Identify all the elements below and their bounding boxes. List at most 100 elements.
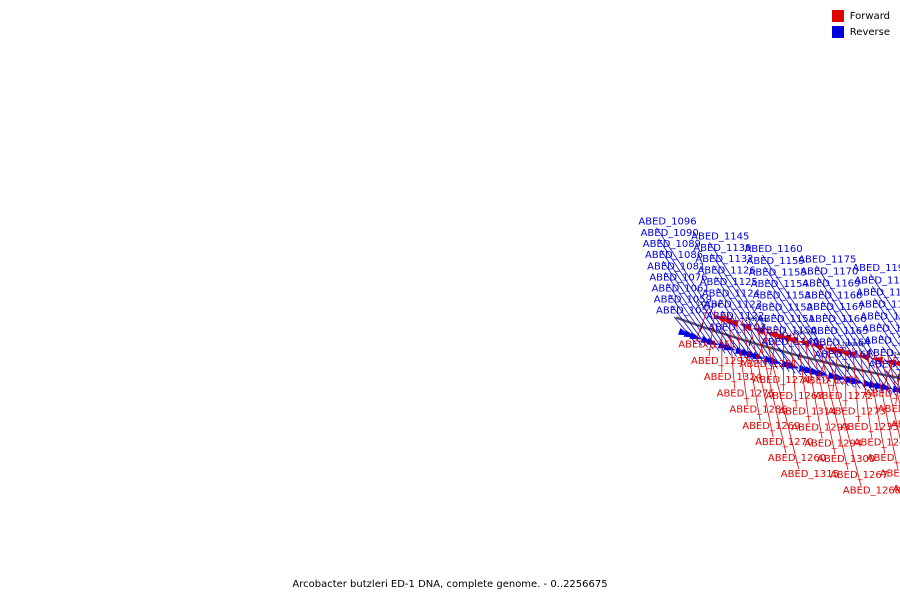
- forward-gene-leader: [819, 343, 833, 376]
- forward-gene-label: ABED_1314: [778, 407, 836, 418]
- forward-gene-leader: [852, 348, 860, 423]
- reverse-gene-label: ABED_1081: [647, 261, 705, 272]
- forward-feature: [798, 340, 811, 348]
- reverse-gene-label: ABED_1123: [704, 300, 762, 311]
- reverse-gene-label: ABED_1177: [868, 360, 900, 371]
- forward-gene-label: ABED_1272: [815, 391, 873, 402]
- reverse-gene-leader: [713, 265, 784, 371]
- reverse-gene-leader: [725, 333, 749, 361]
- forward-gene-leader: [887, 355, 900, 407]
- forward-gene-label: ABED_1281: [740, 359, 798, 370]
- reverse-gene-label: ABED_1057: [656, 306, 714, 317]
- reverse-gene-label: ABED_1150: [759, 325, 817, 336]
- reverse-gene-leader: [710, 253, 790, 373]
- reverse-gene-leader: [877, 322, 900, 356]
- forward-gene-leader: [880, 353, 900, 440]
- forward-gene-leader: [832, 344, 840, 391]
- reverse-gene-label: ABED_1125: [700, 277, 758, 288]
- genome-caption: Arcobacter butzleri ED-1 DNA, complete g…: [292, 579, 608, 590]
- reverse-gene-label: ABED_1189: [856, 287, 900, 298]
- forward-gene-label: ABED_1267: [830, 470, 888, 481]
- reverse-gene-leader: [719, 299, 767, 366]
- reverse-gene-leader: [828, 336, 867, 391]
- reverse-gene-label: ABED_1166: [808, 314, 866, 325]
- reverse-gene-label: ABED_1164: [812, 338, 870, 349]
- forward-gene-label: ABED_1241: [854, 438, 900, 449]
- reverse-gene-leader: [778, 347, 802, 376]
- reverse-gene-leader: [879, 334, 900, 364]
- reverse-gene-label: ABED_1155: [749, 267, 807, 278]
- reverse-gene-leader: [662, 260, 726, 354]
- forward-gene-label: ABED_1226: [880, 469, 900, 480]
- forward-gene-leader: [748, 320, 774, 437]
- reverse-gene-leader: [762, 254, 849, 387]
- reverse-gene-label: ABED_1183: [862, 324, 900, 335]
- reverse-gene-leader: [768, 289, 831, 383]
- forward-gene-label: ABED_1315: [781, 469, 839, 480]
- reverse-gene-label: ABED_1132: [695, 254, 753, 265]
- reverse-gene-label: ABED_1076: [649, 272, 707, 283]
- forward-gene-leader: [770, 328, 777, 375]
- forward-gene-label: ABED_1213: [891, 419, 900, 430]
- scale-tick: [748, 338, 752, 347]
- reverse-gene-leader: [881, 346, 900, 373]
- forward-gene-leader: [895, 368, 900, 405]
- reverse-gene-leader: [885, 370, 900, 389]
- forward-gene-label: ABED_1224: [878, 404, 900, 415]
- forward-feature: [713, 315, 727, 323]
- forward-gene-leader: [757, 326, 771, 360]
- reverse-swatch-icon: [831, 26, 844, 38]
- reverse-gene-leader: [708, 242, 796, 374]
- forward-feature: [870, 357, 884, 364]
- reverse-gene-label: ABED_1149: [761, 337, 819, 348]
- forward-gene-leader: [803, 336, 823, 439]
- reverse-gene-label: ABED_1160: [744, 244, 802, 255]
- forward-gene-label: ABED_1188: [865, 389, 900, 400]
- forward-gene-label: ABED_1351: [678, 340, 736, 351]
- scale-label: 1340 kbp: [891, 352, 900, 358]
- reverse-gene-leader: [660, 249, 732, 356]
- reverse-gene-leader: [715, 276, 778, 369]
- reverse-gene-leader: [658, 238, 737, 358]
- forward-gene-label: ABED_1300: [817, 454, 875, 465]
- reverse-gene-leader: [764, 266, 843, 385]
- reverse-gene-label: ABED_1179: [864, 336, 900, 347]
- forward-gene-label: ABED_1273: [828, 407, 886, 418]
- forward-gene-label: ABED_1324: [704, 372, 762, 383]
- reverse-gene-leader: [871, 286, 900, 329]
- forward-gene-label: ABED_1260: [768, 453, 826, 464]
- reverse-gene-label: ABED_1154: [751, 279, 809, 290]
- reverse-gene-label: ABED_1167: [806, 302, 864, 313]
- forward-gene-label: ABED_1271: [802, 375, 860, 386]
- reverse-gene-leader: [656, 227, 743, 359]
- reverse-gene-label: ABED_1168: [804, 290, 862, 301]
- reverse-gene-label: ABED_1170: [800, 267, 858, 278]
- forward-gene-label: ABED_1227: [893, 484, 900, 495]
- forward-swatch-icon: [831, 10, 844, 22]
- reverse-gene-label: ABED_1159: [747, 256, 805, 267]
- forward-gene-leader: [859, 349, 873, 438]
- reverse-gene-label: ABED_1169: [802, 279, 860, 290]
- forward-gene-leader: [695, 307, 709, 340]
- forward-gene-leader: [728, 314, 736, 389]
- forward-gene-leader: [755, 322, 787, 454]
- reverse-gene-label: ABED_1096: [638, 217, 696, 228]
- legend-forward-label: Forward: [849, 10, 890, 22]
- reverse-gene-leader: [772, 313, 820, 380]
- reverse-gene-leader: [667, 283, 714, 350]
- scale-label: 1420 kbp: [697, 302, 721, 308]
- reverse-gene-leader: [774, 324, 814, 379]
- reverse-gene-label: ABED_1124: [702, 288, 760, 299]
- reverse-gene-label: ABED_1059: [654, 295, 712, 306]
- forward-gene-label: ABED_1235: [841, 422, 899, 433]
- forward-gene-leader: [873, 352, 899, 469]
- reverse-gene-leader: [721, 310, 761, 364]
- reverse-gene-leader: [875, 310, 900, 347]
- reverse-gene-leader: [823, 313, 879, 393]
- reverse-gene-label: ABED_1061: [652, 284, 710, 295]
- reverse-gene-leader: [669, 294, 708, 348]
- reverse-gene-leader: [766, 278, 837, 384]
- forward-gene-label: ABED_1274: [752, 375, 810, 386]
